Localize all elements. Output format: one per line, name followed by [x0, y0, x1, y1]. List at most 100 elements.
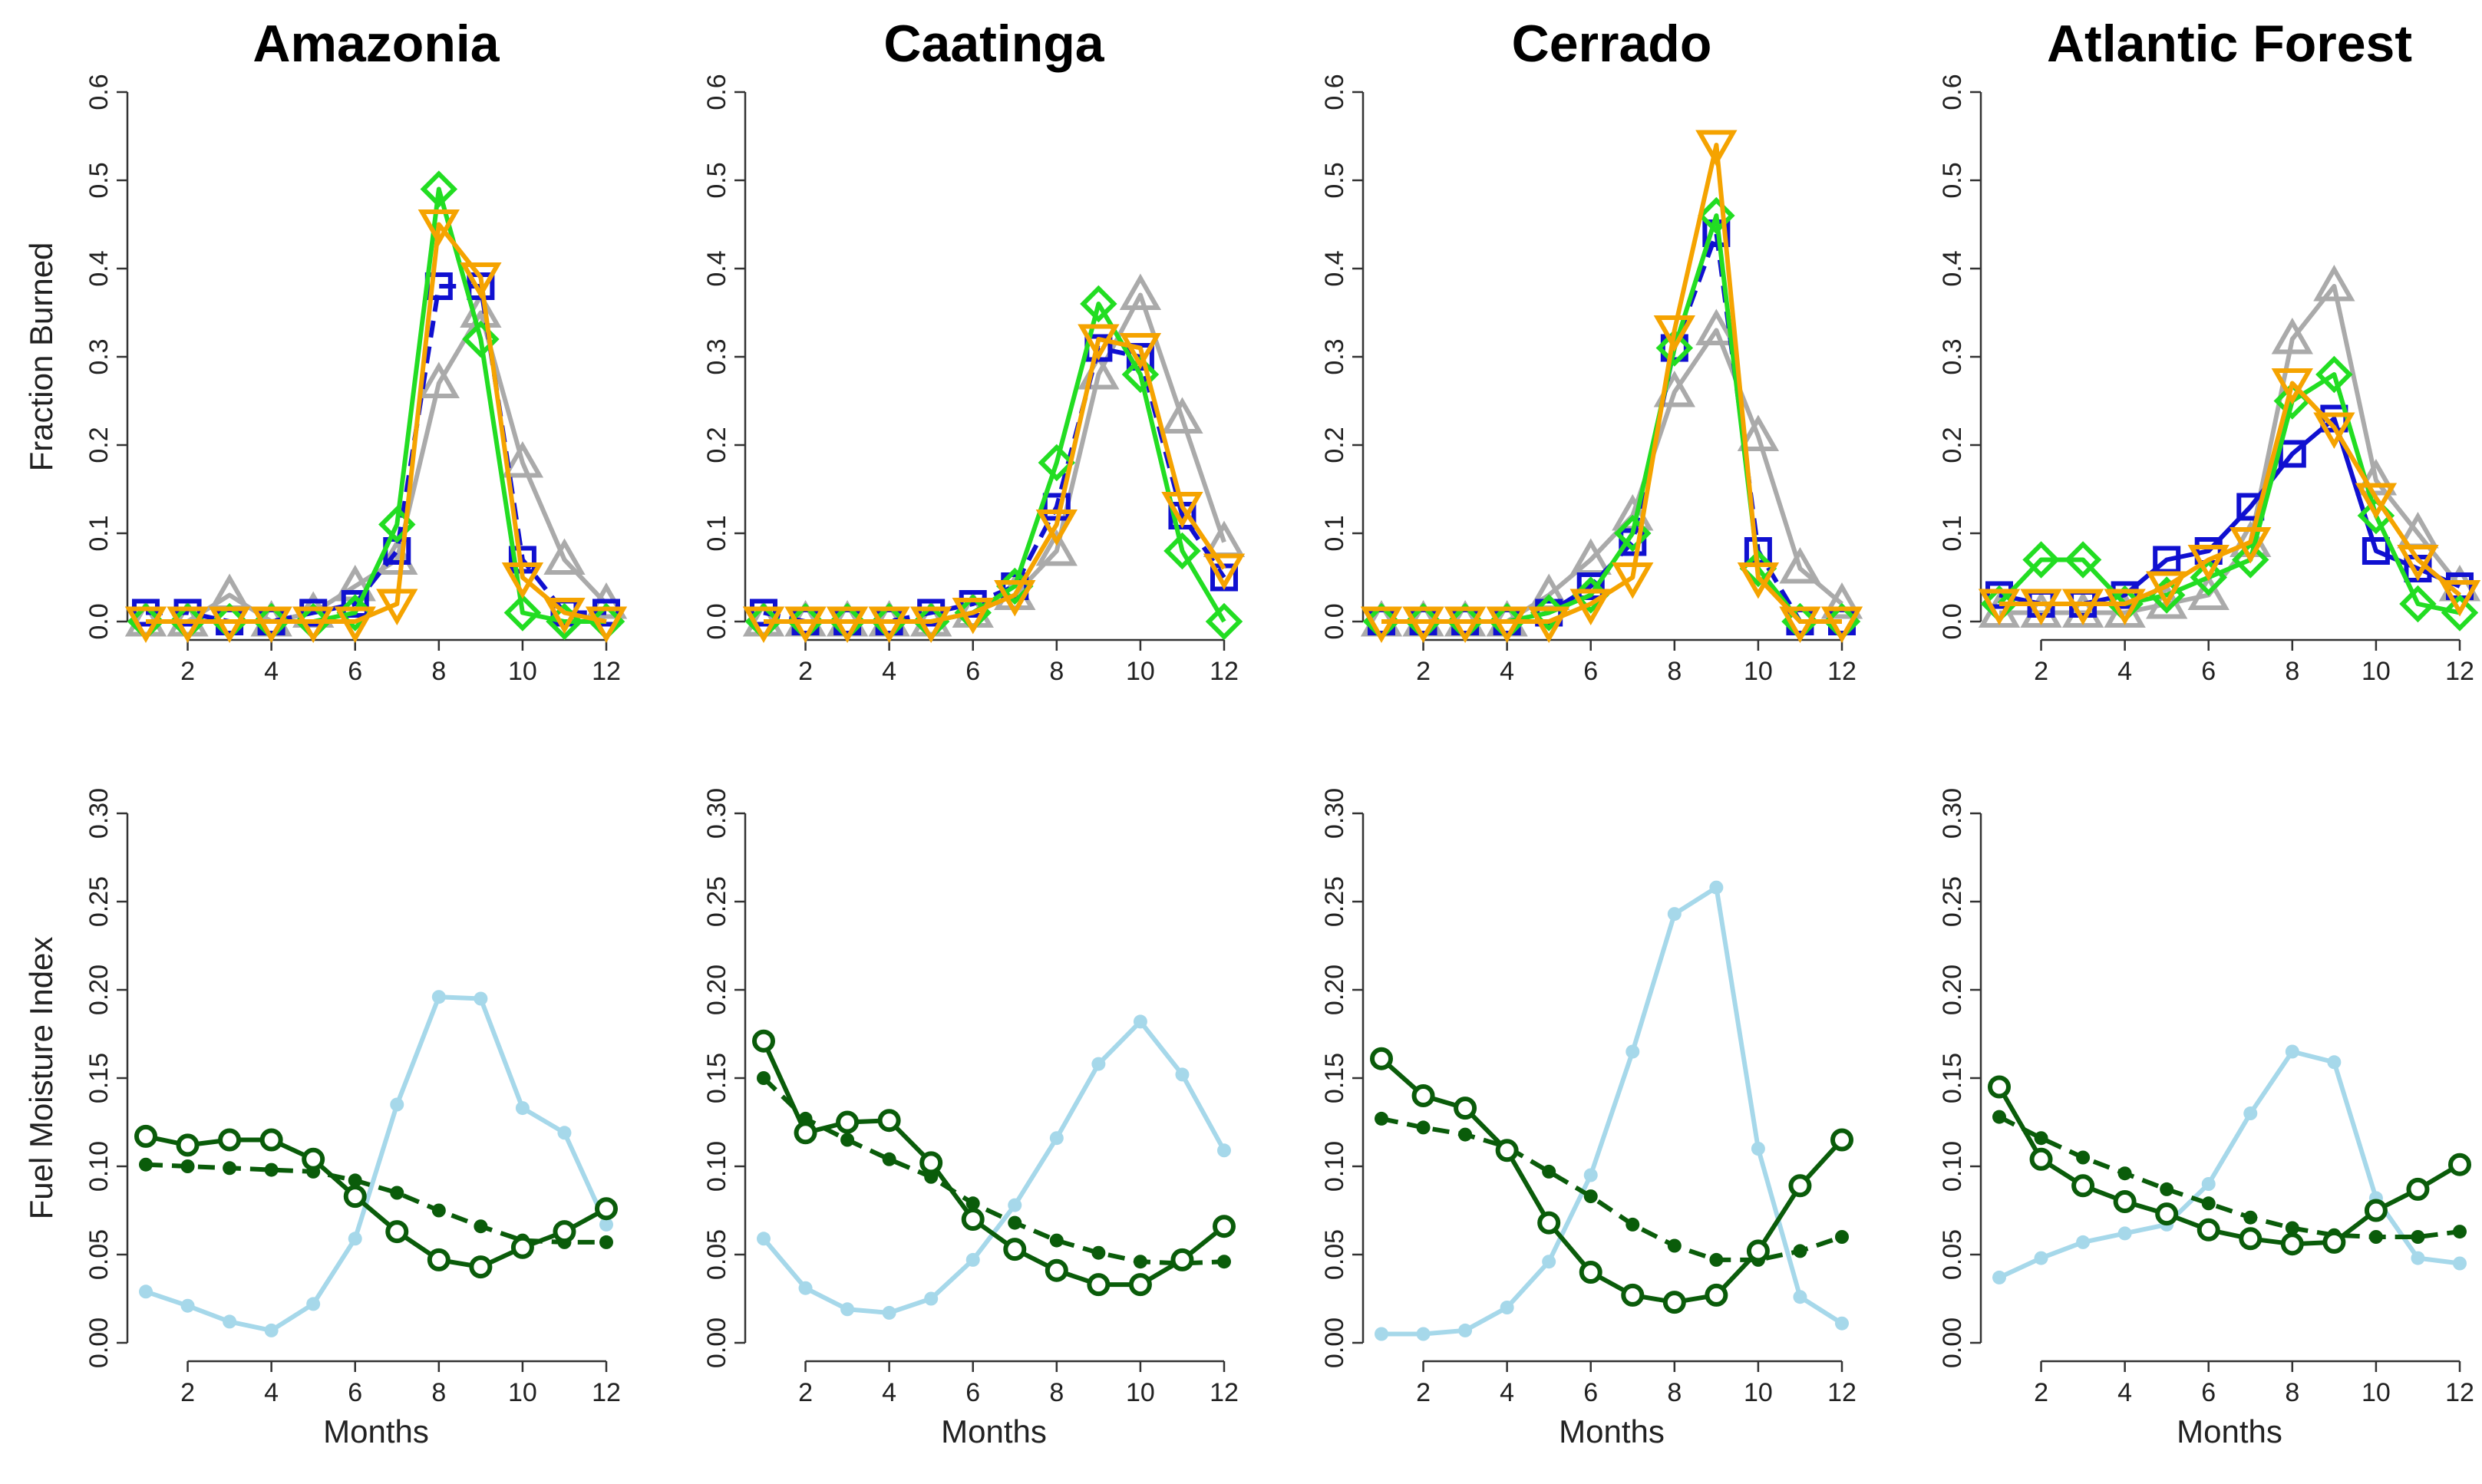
data-point [1486, 606, 1528, 644]
series-light-blue [1375, 880, 1849, 1341]
y-tick-label: 0.20 [1320, 965, 1349, 1015]
x-tick-label: 8 [1667, 657, 1682, 686]
data-point [208, 606, 251, 644]
series-dark-green-open [1988, 1075, 2471, 1256]
data-point [1087, 1273, 1111, 1297]
data-point [2117, 1166, 2132, 1181]
data-point [952, 598, 994, 635]
x-tick-label: 4 [882, 657, 896, 686]
data-point [2438, 580, 2481, 617]
data-point [1175, 1067, 1190, 1082]
data-point [553, 1220, 576, 1244]
data-point [1695, 308, 1738, 345]
y-tick-label: 0.4 [1938, 250, 1967, 286]
y-tick-label: 0.00 [1320, 1317, 1349, 1368]
series-line [145, 994, 609, 1333]
data-point [917, 599, 946, 627]
data-point [1458, 1323, 1473, 1337]
data-point [134, 1124, 157, 1148]
data-point [994, 580, 1036, 617]
data-point [1779, 546, 1821, 584]
data-point [965, 1252, 980, 1267]
data-point [2271, 368, 2313, 405]
data-point [1119, 333, 1162, 370]
data-point [2146, 571, 2188, 608]
data-point [1091, 1057, 1106, 1071]
data-point [557, 1126, 572, 1140]
data-point [1035, 510, 1078, 546]
data-point [2022, 541, 2060, 579]
data-point [1583, 1189, 1598, 1204]
x-tick-label: 12 [2445, 1378, 2474, 1407]
data-point [2397, 545, 2439, 582]
data-point [836, 1110, 860, 1134]
y-tick-label: 0.3 [1938, 338, 1967, 374]
data-point [1537, 1211, 1561, 1235]
data-point [348, 1173, 362, 1188]
data-point [742, 606, 785, 644]
data-point [2448, 1153, 2471, 1176]
data-point [2076, 1150, 2091, 1165]
data-point [501, 440, 544, 478]
data-point [501, 562, 544, 599]
series-line [1381, 213, 1842, 624]
series-dark-green-open [134, 1124, 618, 1279]
data-point [924, 1291, 939, 1306]
y-tick-label: 0.3 [702, 338, 731, 374]
data-point [1705, 1283, 1728, 1307]
data-point [1458, 1127, 1473, 1142]
data-point [176, 1133, 200, 1157]
data-point [2411, 1230, 2425, 1244]
data-point [343, 1185, 367, 1209]
x-tick-label: 10 [2362, 1378, 2391, 1407]
data-point [1454, 1097, 1477, 1120]
data-point [167, 606, 209, 644]
y-tick-label: 0.5 [1320, 162, 1349, 198]
y-tick-label: 0.10 [84, 1141, 114, 1192]
y-tick-label: 0.15 [1938, 1053, 1967, 1103]
data-point [794, 1121, 817, 1145]
y-tick-label: 0.20 [84, 965, 114, 1015]
data-point [2064, 541, 2102, 579]
x-tick-label: 10 [508, 657, 537, 686]
y-tick-label: 0.05 [1938, 1229, 1967, 1280]
x-tick-label: 2 [798, 657, 813, 686]
data-point [2061, 589, 2104, 626]
data-point [1751, 1142, 1765, 1156]
data-point [2278, 440, 2306, 468]
data-point [2411, 1251, 2425, 1265]
data-point [1820, 582, 1863, 619]
series-line [761, 1076, 1225, 1266]
data-point [515, 1101, 530, 1116]
series-dark-green-filled [1375, 1111, 1849, 1267]
data-point [1038, 444, 1076, 482]
data-point [2368, 1230, 2383, 1244]
data-point [503, 594, 542, 632]
x-tick-label: 10 [508, 1378, 537, 1407]
y-tick-label: 0.6 [84, 74, 114, 110]
y-tick-label: 0.5 [1938, 162, 1967, 198]
fuel-moisture-amazonia-panel: 2 4 6 8 10 12 0.00 0.05 0.10 0.15 0.20 0.25 0.30 Fuel… [23, 788, 621, 1449]
data-point [2034, 1131, 2048, 1146]
data-point [1045, 1258, 1068, 1282]
series-line [1999, 381, 2461, 606]
data-point [2453, 1256, 2467, 1271]
data-point [139, 1157, 153, 1172]
y-tick-label: 0.10 [702, 1141, 731, 1192]
data-point [1213, 1215, 1236, 1238]
data-point [180, 1159, 195, 1173]
series-orange-triangle [1360, 130, 1863, 644]
series-line [764, 337, 1226, 624]
y-tick-label: 0.30 [1938, 788, 1967, 839]
x-tick-label: 2 [2034, 1378, 2048, 1407]
series-orange-triangle [742, 324, 1246, 644]
data-point [868, 606, 910, 644]
data-point [2239, 1227, 2263, 1251]
data-point [1360, 606, 1403, 644]
data-point [390, 1097, 404, 1112]
x-tick-label: 4 [2117, 657, 2132, 686]
data-point [599, 1217, 613, 1232]
data-point [385, 1220, 409, 1244]
fraction-burned-cerrado-panel: Cerrado 2 4 6 8 10 12 0.0 0.1 0.2 0.3 0.4 0.5 0.6 [1320, 15, 1863, 686]
data-point [1621, 1283, 1645, 1307]
